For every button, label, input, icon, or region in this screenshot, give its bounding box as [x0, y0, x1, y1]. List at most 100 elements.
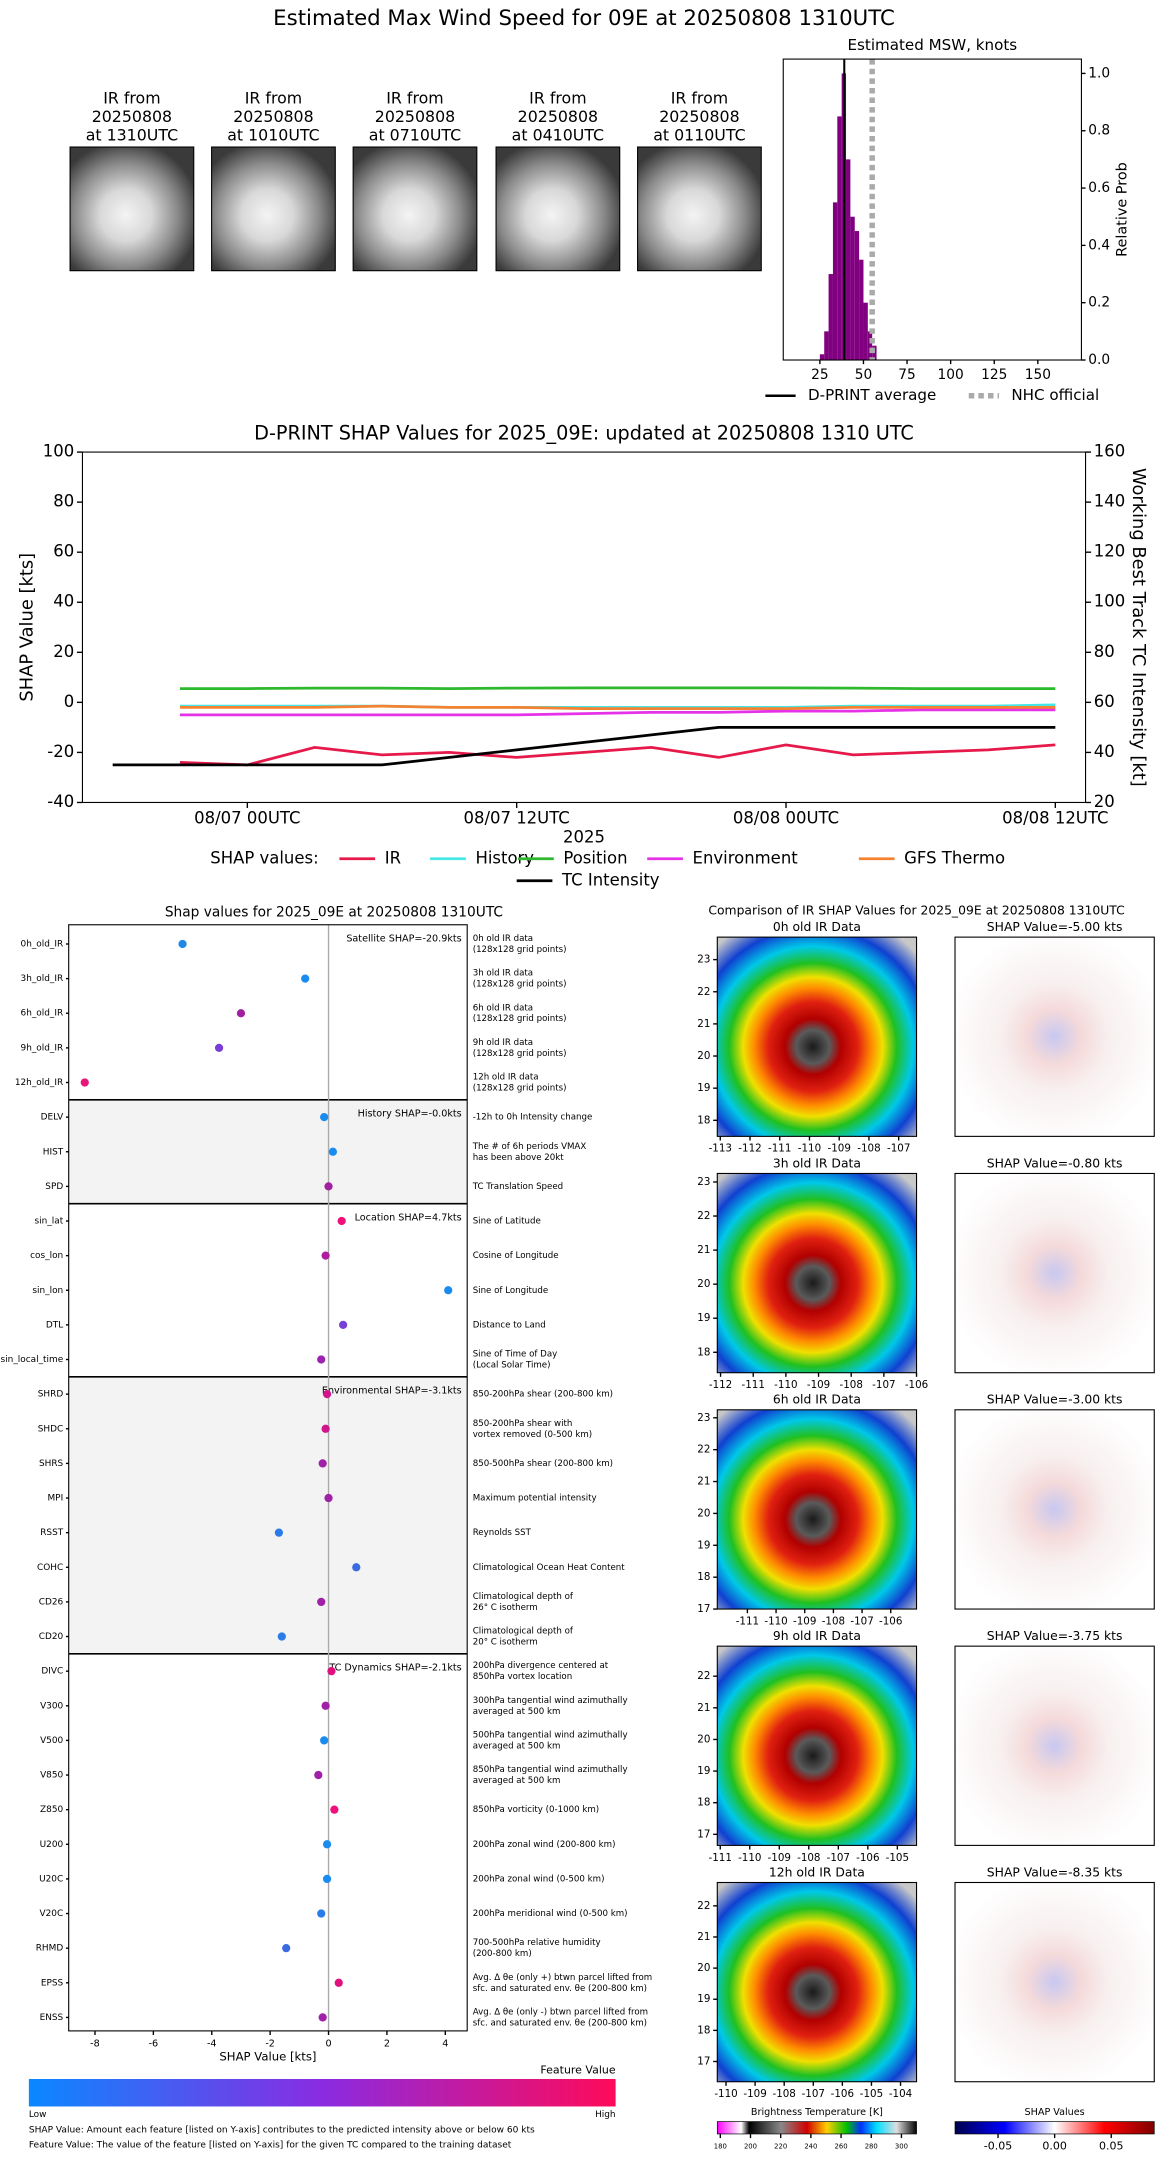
- y2-tick-label: 160: [1094, 442, 1125, 461]
- thumbnail-label: IR from: [245, 88, 302, 107]
- footnote: SHAP Value: Amount each feature [listed …: [29, 2125, 535, 2135]
- x-tick-label: -107: [802, 2088, 825, 2100]
- x-tick-label: -109: [828, 1143, 851, 1155]
- y-tick-label: 80: [53, 492, 74, 511]
- feature-description: (128x128 grid points): [473, 945, 567, 955]
- y-tick-label: -40: [47, 792, 74, 811]
- x-tick-label: 50: [855, 367, 872, 383]
- x-tick-label: -108: [822, 1615, 845, 1627]
- feature-label: 12h_old_IR: [15, 1078, 63, 1088]
- y-tick-label: 20: [697, 1962, 710, 1974]
- x-tick-label: -107: [887, 1143, 910, 1155]
- feature-description: 850hPa vortex location: [473, 1672, 572, 1682]
- feature-description: 200hPa zonal wind (0-500 km): [473, 1874, 605, 1884]
- thumbnail-label: IR from: [103, 88, 160, 107]
- x-tick-label: -107: [850, 1615, 873, 1627]
- y-tick-label: 22: [697, 1670, 710, 1682]
- plot-frame: [782, 58, 1082, 361]
- feature-description: Cosine of Longitude: [473, 1251, 559, 1261]
- shap-image: [954, 936, 1155, 1137]
- shap-panel-title: SHAP Value=-8.35 kts: [987, 1865, 1123, 1879]
- feature-dot: [330, 1805, 339, 1814]
- y-tick-label: 22: [697, 1210, 710, 1222]
- y2-tick-label: 20: [1094, 792, 1115, 811]
- x-tick-label: -109: [768, 1852, 791, 1864]
- feature-description: has been above 20kt: [473, 1153, 565, 1163]
- y-tick-label: 18: [697, 1571, 710, 1583]
- feature-dot: [277, 1632, 286, 1641]
- y-tick-label: 21: [697, 1931, 710, 1943]
- thumbnail-label: at 1310UTC: [86, 126, 178, 145]
- y-tick-label: 23: [697, 954, 710, 966]
- series-line: [179, 743, 1056, 767]
- ir-image: [716, 1172, 918, 1374]
- y-axis-label: Relative Prob: [1115, 162, 1131, 257]
- histogram-bar: [837, 116, 842, 361]
- feature-dot: [274, 1528, 284, 1537]
- y-tick-label: 19: [697, 1993, 710, 2005]
- x-tick-label: -111: [709, 1852, 732, 1864]
- colorbar-tick-label: 200: [744, 2142, 757, 2150]
- y2-axis-label: Working Best Track TC Intensity [kt]: [1128, 468, 1149, 787]
- feature-description: Avg. Δ θe (only -) btwn parcel lifted fr…: [473, 2007, 648, 2017]
- y-tick-label: 20: [53, 642, 74, 661]
- thumbnail-label: IR from: [386, 88, 443, 107]
- x-tick-label: -112: [709, 1379, 732, 1391]
- feature-description: Avg. Δ θe (only +) btwn parcel lifted fr…: [473, 1973, 653, 1983]
- y-tick-label: 0.4: [1088, 237, 1110, 253]
- feature-dot: [317, 1355, 326, 1364]
- feature-dot: [321, 1701, 330, 1710]
- legend-label: Environment: [693, 848, 799, 867]
- y-tick-label: 19: [697, 1539, 710, 1551]
- legend-label: NHC official: [1011, 386, 1099, 404]
- x-tick-label: -112: [738, 1143, 761, 1155]
- y-tick-label: 19: [697, 1082, 710, 1094]
- ir-image: [716, 1645, 918, 1846]
- x-tick-label: -104: [889, 2088, 912, 2100]
- x-tick-label: -108: [857, 1143, 880, 1155]
- feature-dot: [317, 1597, 326, 1607]
- group-label: Location SHAP=4.7kts: [355, 1212, 462, 1223]
- feature-label: COHC: [37, 1563, 63, 1573]
- y2-tick-label: 100: [1094, 592, 1125, 611]
- legend-label: History: [475, 848, 534, 867]
- y-tick-label: 22: [697, 986, 710, 998]
- y-tick-label: 19: [697, 1765, 710, 1777]
- legend-title: SHAP values:: [210, 848, 318, 867]
- series-line: [180, 686, 1056, 690]
- shap-panel-title: SHAP Value=-3.75 kts: [987, 1629, 1123, 1643]
- shap-image: [954, 1409, 1155, 1610]
- feature-label: sin_lat: [35, 1217, 64, 1227]
- colorbar-low: Low: [29, 2110, 47, 2120]
- y-tick-label: 20: [697, 1507, 710, 1519]
- legend-label: IR: [385, 848, 401, 867]
- x-tick-label: -108: [797, 1852, 820, 1864]
- x-tick-label: -110: [774, 1379, 797, 1391]
- chart-title: Estimated MSW, knots: [848, 36, 1018, 54]
- feature-description: vortex removed (0-500 km): [473, 1430, 592, 1440]
- feature-description: (128x128 grid points): [473, 1014, 567, 1024]
- histogram-bar: [846, 159, 851, 361]
- thumbnail-label: at 1010UTC: [227, 126, 319, 145]
- y-tick-label: 19: [697, 1312, 710, 1324]
- feature-label: SHDC: [38, 1424, 63, 1434]
- feature-label: SPD: [45, 1182, 63, 1192]
- feature-dot: [282, 1944, 291, 1953]
- colorbar-high: High: [595, 2110, 616, 2120]
- thumbnail-label: 20250808: [659, 107, 739, 126]
- feature-description: (128x128 grid points): [473, 1049, 567, 1059]
- feature-description: sfc. and saturated env. θe (200-800 km): [473, 2018, 647, 2028]
- x-tick-label: 75: [898, 367, 915, 383]
- y-tick-label: 17: [697, 1828, 710, 1840]
- feature-dot: [320, 1736, 329, 1745]
- feature-label: U200: [40, 1840, 64, 1850]
- feature-dot: [327, 1667, 336, 1676]
- y-tick-label: 0.6: [1088, 180, 1110, 196]
- ir-panel-title: 3h old IR Data: [773, 1156, 861, 1170]
- feature-description: sfc. and saturated env. θe (200-800 km): [473, 1984, 647, 1994]
- feature-label: V850: [40, 1771, 63, 1781]
- histogram-bar: [867, 331, 873, 361]
- thumbnail-label: 20250808: [92, 107, 172, 126]
- x-axis-label: SHAP Value [kts]: [219, 2050, 316, 2064]
